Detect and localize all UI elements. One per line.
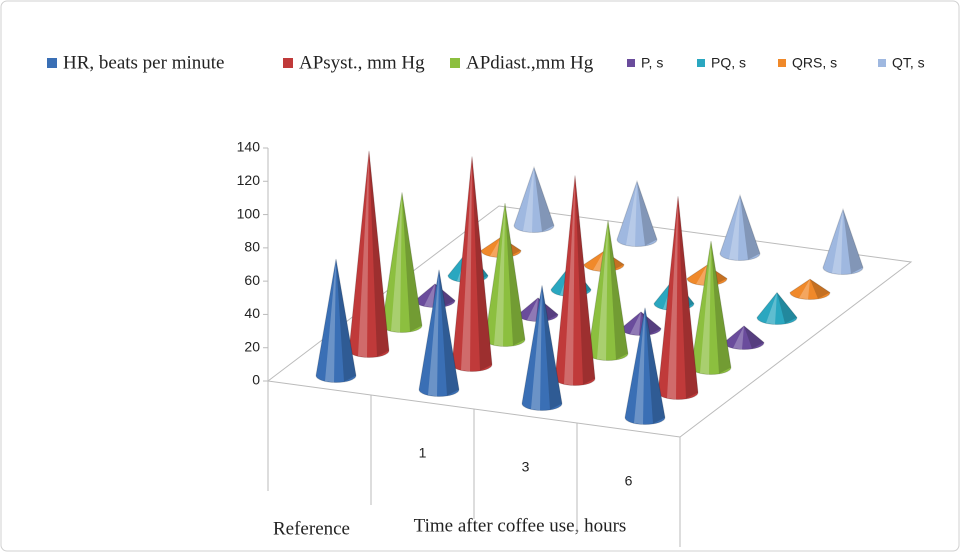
x-tick-label: Reference [273, 518, 350, 539]
cone-highlight [729, 195, 740, 261]
cone-shade [711, 241, 731, 374]
floor [266, 205, 913, 438]
legend-label: QT, s [892, 55, 925, 71]
cone-shade [608, 220, 628, 360]
cone-highlight [626, 181, 637, 247]
legend-swatch [283, 58, 293, 68]
legend-swatch [47, 58, 57, 68]
cone-shade [740, 195, 760, 260]
cone-body [521, 285, 563, 411]
cone-highlight [494, 203, 505, 347]
cone [348, 150, 390, 358]
cone [719, 193, 761, 261]
cone-highlight [527, 297, 538, 322]
y-tick-label: 20 [244, 338, 260, 354]
cone-body [822, 207, 864, 275]
cone-body [719, 193, 761, 261]
x-tick-label: 1 [419, 445, 427, 461]
cone-highlight [358, 150, 369, 358]
cone-shade [534, 167, 554, 232]
legend-swatch [697, 59, 705, 67]
legend-label: APsyst., mm Hg [299, 52, 425, 73]
x-axis-label: Time after coffee use, hours [414, 515, 627, 536]
cone-body [624, 307, 666, 425]
cone [789, 278, 831, 300]
cone-shade [369, 150, 389, 357]
y-tick-label: 120 [237, 172, 261, 188]
cone-body [418, 269, 460, 397]
cone-highlight [630, 311, 641, 336]
cone-highlight [766, 292, 777, 325]
cone-highlight [696, 265, 707, 286]
cone-body [756, 291, 798, 325]
cone-body [315, 258, 357, 383]
cone-highlight [531, 285, 542, 411]
y-tick-label: 80 [244, 239, 260, 255]
cone [723, 325, 765, 350]
legend-label: PQ, s [711, 55, 746, 71]
cone [624, 307, 666, 425]
legend-swatch [878, 59, 886, 67]
cone-shade [505, 203, 525, 346]
cone-shade [336, 259, 356, 382]
cone-highlight [667, 196, 678, 400]
cone-highlight [391, 192, 402, 333]
cone-shade [542, 285, 562, 410]
y-tick-label: 60 [244, 272, 260, 288]
cone-body [513, 165, 555, 233]
cone-highlight [461, 156, 472, 372]
cone-highlight [832, 209, 843, 275]
cone-body [789, 278, 831, 300]
cone-highlight [700, 241, 711, 375]
cone-highlight [634, 307, 645, 425]
cone [418, 269, 460, 397]
cone [822, 207, 864, 275]
cone-highlight [424, 283, 435, 308]
cone-shade [678, 196, 698, 399]
cone [513, 165, 555, 233]
legend-swatch [450, 58, 460, 68]
legend-swatch [778, 59, 786, 67]
cone-shade [637, 181, 657, 246]
cone-highlight [799, 279, 810, 300]
cone-highlight [733, 325, 744, 350]
cone-shade [439, 269, 459, 396]
y-tick-label: 0 [252, 372, 260, 388]
cone [521, 285, 563, 411]
cone [616, 179, 658, 247]
cone-highlight [325, 259, 336, 383]
legend-label: QRS, s [792, 55, 837, 71]
cone [381, 192, 423, 333]
cone-body [616, 179, 658, 247]
cone-shade [843, 209, 863, 274]
cone-shade [777, 292, 797, 324]
cone-shade [810, 279, 830, 299]
legend-label: HR, beats per minute [63, 52, 224, 73]
cone-shade [575, 175, 595, 385]
cone-highlight [523, 167, 534, 233]
cone-highlight [597, 220, 608, 361]
y-tick-label: 40 [244, 305, 260, 321]
cone [756, 291, 798, 325]
cone-shade [645, 307, 665, 424]
legend-swatch [627, 59, 635, 67]
cone [690, 240, 732, 375]
cone-shade [472, 156, 492, 371]
y-tick-label: 100 [237, 205, 261, 221]
x-tick-label: 3 [522, 459, 530, 475]
cone-shade [744, 325, 764, 349]
legend-label: P, s [641, 55, 663, 71]
cone-highlight [564, 175, 575, 386]
y-tick-label: 140 [237, 139, 261, 155]
cone-highlight [428, 269, 439, 397]
cone-shade [402, 192, 422, 332]
cone [315, 258, 357, 383]
legend-label: APdiast.,mm Hg [466, 52, 594, 73]
cone [587, 220, 629, 361]
x-tick-label: 6 [625, 473, 633, 489]
